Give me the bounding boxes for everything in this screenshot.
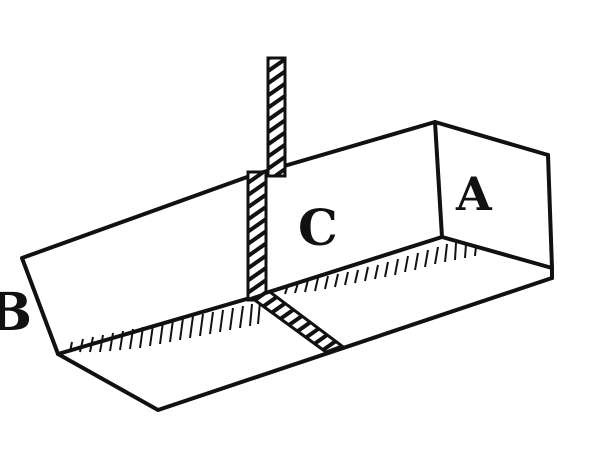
front-floor-edge <box>56 276 554 412</box>
partition-board <box>246 170 268 302</box>
back-wall-top-edge <box>248 120 550 178</box>
label-b: B <box>0 282 32 343</box>
box-outline <box>20 120 554 412</box>
right-floor-hatching <box>284 242 477 295</box>
rope <box>266 56 287 178</box>
partition-c <box>246 56 346 354</box>
partition-runner <box>248 290 346 354</box>
left-floor-hatching <box>69 301 261 353</box>
back-floor-edge <box>248 235 444 300</box>
label-c: C <box>298 198 338 257</box>
right-end-wall <box>433 120 554 270</box>
left-wall-edge <box>20 174 252 356</box>
label-a: A <box>455 167 493 221</box>
